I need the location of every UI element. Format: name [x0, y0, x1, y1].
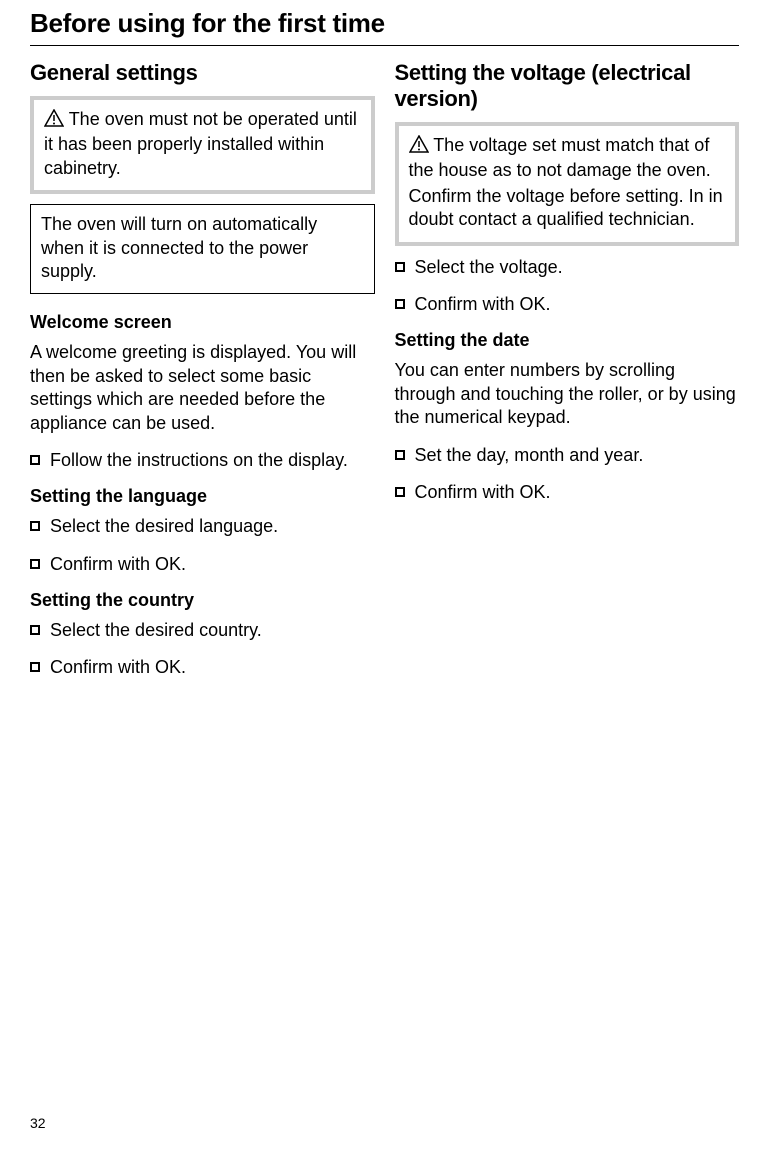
square-bullet-icon	[30, 521, 40, 531]
left-column: General settings The oven must not be op…	[30, 60, 375, 694]
welcome-heading: Welcome screen	[30, 312, 375, 333]
square-bullet-icon	[395, 299, 405, 309]
step-text: Confirm with OK.	[50, 553, 186, 576]
page-number: 32	[30, 1115, 46, 1131]
step-confirm-country: Confirm with OK.	[30, 656, 375, 679]
content-columns: General settings The oven must not be op…	[30, 60, 739, 694]
step-text: Select the voltage.	[415, 256, 563, 279]
right-column: Setting the voltage (electrical version)…	[395, 60, 740, 694]
step-follow-instructions: Follow the instructions on the display.	[30, 449, 375, 472]
step-confirm-language: Confirm with OK.	[30, 553, 375, 576]
step-select-country: Select the desired country.	[30, 619, 375, 642]
note-auto-on-text: The oven will turn on automatically when…	[41, 214, 317, 281]
warning-voltage-p1: The voltage set must match that of the h…	[409, 135, 711, 180]
square-bullet-icon	[30, 662, 40, 672]
step-text: Set the day, month and year.	[415, 444, 644, 467]
square-bullet-icon	[30, 625, 40, 635]
page-title: Before using for the first time	[30, 0, 739, 46]
welcome-body: A welcome greeting is displayed. You wil…	[30, 341, 375, 435]
step-select-voltage: Select the voltage.	[395, 256, 740, 279]
warning-icon	[409, 135, 429, 159]
square-bullet-icon	[395, 450, 405, 460]
step-text: Select the desired country.	[50, 619, 262, 642]
step-confirm-voltage: Confirm with OK.	[395, 293, 740, 316]
warning-installation: The oven must not be operated until it h…	[30, 96, 375, 194]
step-set-date: Set the day, month and year.	[395, 444, 740, 467]
warning-icon	[44, 109, 64, 133]
step-text: Confirm with OK.	[50, 656, 186, 679]
warning-voltage: The voltage set must match that of the h…	[395, 122, 740, 246]
square-bullet-icon	[395, 487, 405, 497]
step-text: Confirm with OK.	[415, 293, 551, 316]
step-confirm-date: Confirm with OK.	[395, 481, 740, 504]
voltage-heading: Setting the voltage (electrical version)	[395, 60, 740, 112]
country-heading: Setting the country	[30, 590, 375, 611]
warning-installation-text: The oven must not be operated until it h…	[44, 109, 357, 178]
square-bullet-icon	[30, 455, 40, 465]
note-auto-on: The oven will turn on automatically when…	[30, 204, 375, 294]
language-heading: Setting the language	[30, 486, 375, 507]
date-body: You can enter numbers by scrolling throu…	[395, 359, 740, 429]
date-heading: Setting the date	[395, 330, 740, 351]
general-settings-heading: General settings	[30, 60, 375, 86]
step-text: Select the desired language.	[50, 515, 278, 538]
warning-voltage-p2: Confirm the voltage before setting. In i…	[409, 185, 726, 232]
square-bullet-icon	[395, 262, 405, 272]
step-text: Follow the instructions on the display.	[50, 449, 348, 472]
step-text: Confirm with OK.	[415, 481, 551, 504]
square-bullet-icon	[30, 559, 40, 569]
step-select-language: Select the desired language.	[30, 515, 375, 538]
